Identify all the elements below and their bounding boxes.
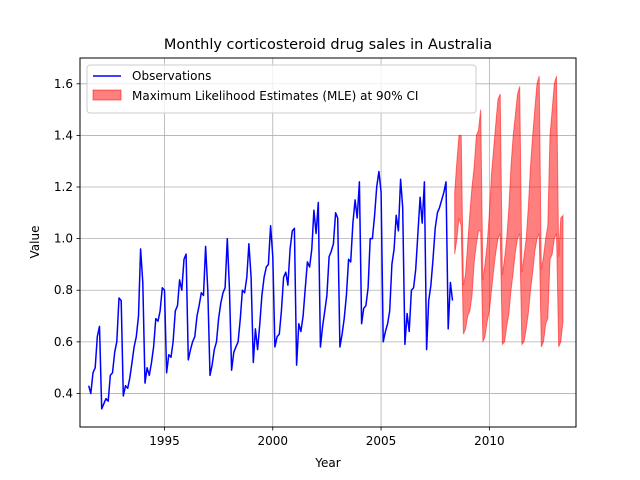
- y-tick-label: 0.4: [54, 386, 73, 400]
- y-axis-label: Value: [28, 226, 42, 259]
- chart-title: Monthly corticosteroid drug sales in Aus…: [164, 37, 492, 53]
- y-axis-ticks: 0.4 0.6 0.8 1.0 1.2 1.4 1.6: [54, 77, 80, 400]
- x-tick-label: 2010: [474, 434, 505, 448]
- y-tick-label: 1.4: [54, 128, 73, 142]
- axes-frame: [79, 57, 577, 428]
- x-tick-label: 2000: [257, 434, 288, 448]
- x-axis-label: Year: [314, 456, 340, 470]
- x-tick-label: 1995: [149, 434, 180, 448]
- y-tick-label: 1.6: [54, 77, 73, 91]
- mle-confidence-band: [454, 75, 564, 348]
- legend: Observations Maximum Likelihood Estimate…: [86, 64, 477, 114]
- x-tick-label: 2005: [366, 434, 397, 448]
- y-tick-label: 1.2: [54, 180, 73, 194]
- legend-label-observations: Observations: [132, 69, 211, 83]
- mle-band-layer: [454, 75, 564, 348]
- legend-box: [86, 64, 477, 114]
- y-tick-label: 1.0: [54, 232, 73, 246]
- legend-label-mle: Maximum Likelihood Estimates (MLE) at 90…: [132, 89, 418, 103]
- legend-swatch-mle: [92, 89, 122, 101]
- y-tick-label: 0.8: [54, 283, 73, 297]
- observations-layer: [87, 170, 454, 410]
- y-tick-label: 0.6: [54, 335, 73, 349]
- observations-line: [87, 170, 454, 410]
- x-axis-ticks: 1995 2000 2005 2010: [149, 427, 505, 448]
